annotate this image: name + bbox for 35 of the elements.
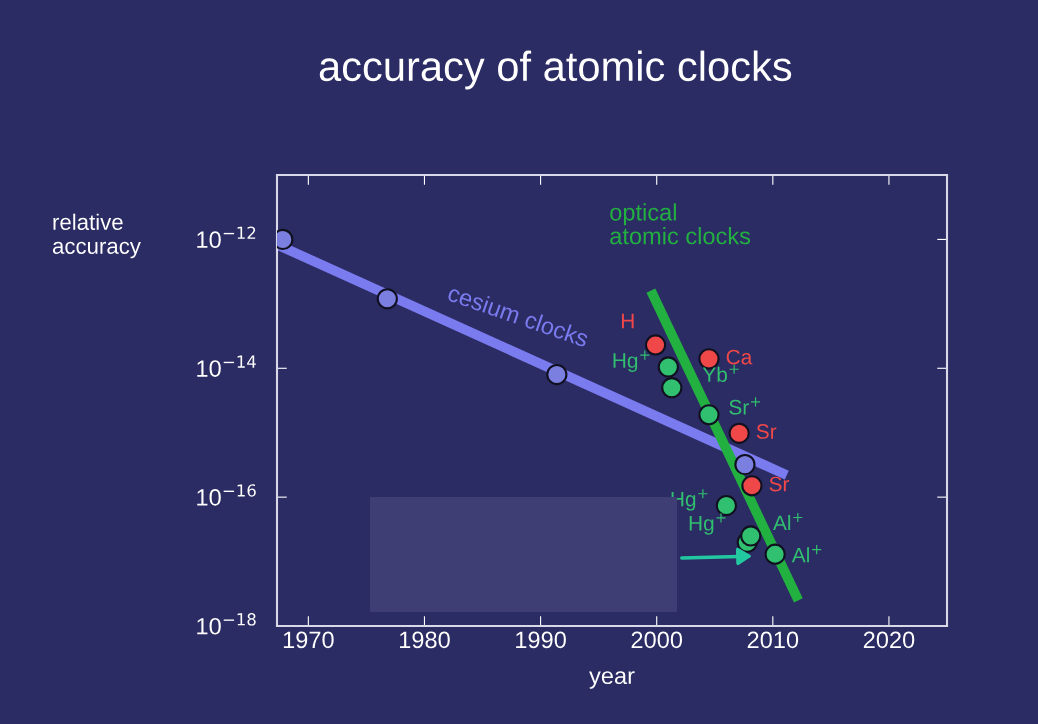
x-tick-label: 1980 [400, 631, 450, 649]
point [698, 404, 720, 426]
annotation: Ca [726, 349, 753, 365]
annotation: Sr$^{+}$ [729, 397, 761, 415]
y-tick-label: 10$^{−18}$ [197, 613, 256, 635]
point [734, 453, 756, 476]
annotation: H [621, 313, 634, 329]
point [661, 377, 683, 399]
annotation: Yb$^{+}$ [702, 364, 739, 382]
point [764, 543, 786, 565]
y-tick-label: 10$^{−14}$ [197, 355, 256, 377]
text: cesium clocks [446, 283, 590, 348]
y-tick-label: 10$^{−16}$ [197, 484, 256, 506]
point [741, 475, 763, 497]
point [740, 525, 762, 547]
x-tick-label: 2000 [631, 631, 683, 649]
x-tick-label: 1970 [283, 631, 334, 649]
x-tick-label: 2020 [863, 631, 915, 649]
point [728, 422, 750, 444]
point [546, 363, 568, 386]
x-tick-label: 2010 [747, 631, 799, 649]
annotation: Sr [769, 476, 790, 492]
point [376, 288, 398, 310]
x-tick-label: 1990 [516, 631, 566, 649]
x-axis-title: year [589, 671, 635, 689]
annotation: Hg$^{+}$ [689, 513, 726, 535]
text: optical atomic clocks [610, 203, 751, 245]
annotation: Al$^{+}$ [791, 545, 822, 563]
y-axis-title: relative accuracy [52, 213, 141, 259]
annotation: Sr [756, 424, 777, 439]
point [657, 356, 679, 378]
annotation: Hg$^{+}$ [613, 350, 650, 372]
y-tick-label: 10$^{−12}$ [197, 226, 256, 249]
annotation: Al$^{+}$ [773, 512, 803, 531]
chart-title: accuracy of atomic clocks [319, 50, 792, 90]
